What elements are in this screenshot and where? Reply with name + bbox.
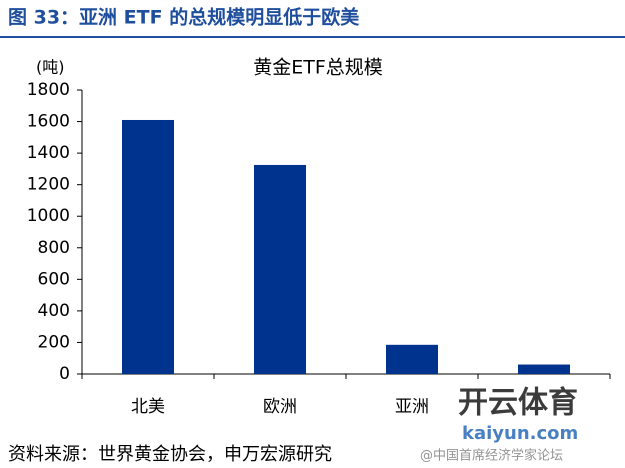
y-tick-label: 800 bbox=[38, 238, 70, 258]
watermark-brand: 开云体育 bbox=[458, 386, 578, 421]
y-tick-label: 600 bbox=[38, 269, 70, 289]
y-tick-label: 1400 bbox=[27, 143, 70, 163]
watermark-url: kaiyun.com bbox=[462, 423, 578, 444]
bar bbox=[254, 164, 306, 374]
y-axis-label: (吨) bbox=[36, 58, 65, 77]
bar bbox=[386, 344, 438, 374]
x-tick-label: 亚洲 bbox=[395, 397, 429, 417]
y-tick-label: 1000 bbox=[27, 206, 70, 226]
chart-title: 黄金ETF总规模 bbox=[253, 57, 383, 79]
y-tick-label: 1600 bbox=[27, 112, 70, 132]
bar bbox=[122, 119, 174, 374]
y-tick-label: 1200 bbox=[27, 175, 70, 195]
y-tick-label: 0 bbox=[59, 364, 70, 384]
y-tick-label: 200 bbox=[38, 332, 70, 352]
header: 图 33：亚洲 ETF 的总规模明显低于欧美 bbox=[8, 6, 360, 29]
x-tick-label: 欧洲 bbox=[263, 397, 297, 417]
watermark-handle: @中国首席经济学家论坛 bbox=[420, 448, 563, 464]
y-tick-label: 400 bbox=[38, 301, 70, 321]
bar bbox=[518, 364, 570, 374]
source: 资料来源：世界黄金协会，申万宏源研究 bbox=[8, 444, 332, 465]
y-tick-label: 1800 bbox=[27, 80, 70, 100]
x-tick-label: 北美 bbox=[131, 397, 165, 417]
